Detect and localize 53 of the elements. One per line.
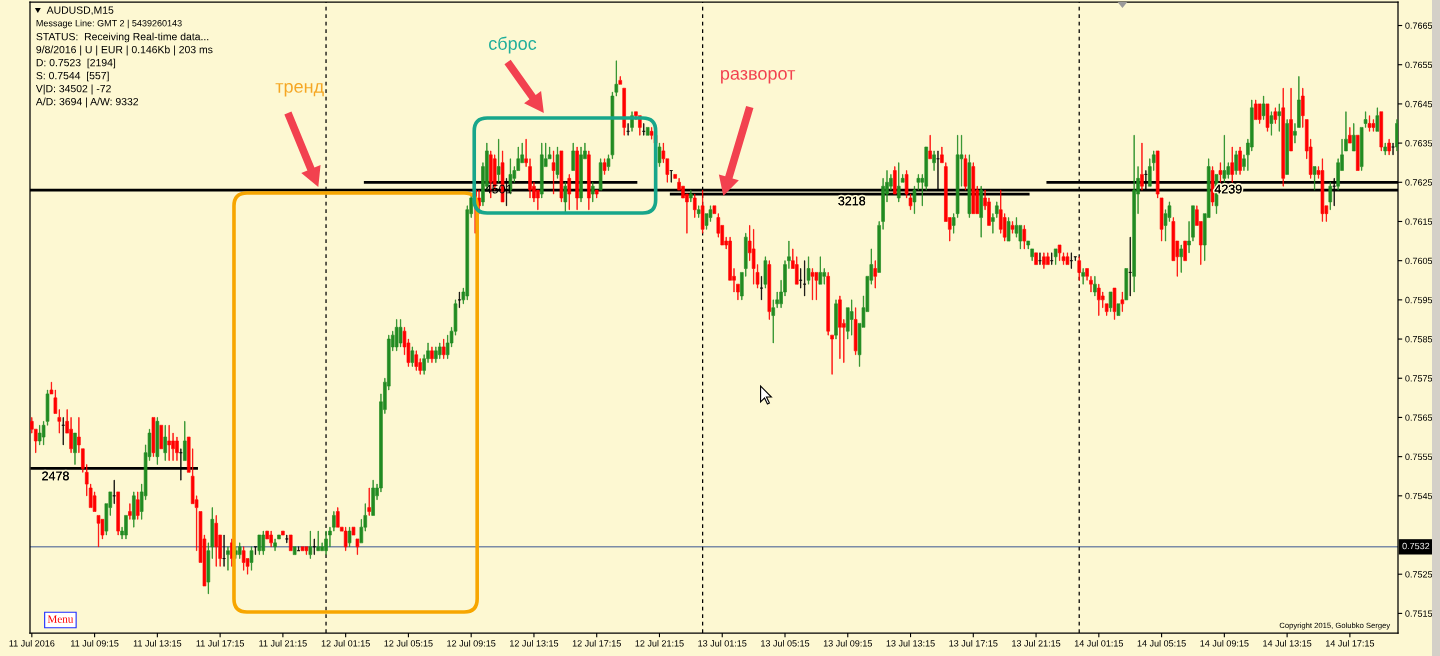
y-tick-label: 0.7545	[1405, 492, 1433, 500]
annotation: 2478	[42, 471, 69, 481]
annotation: 9/8/2016 | U | EUR | 0.146Kb | 203 ms	[36, 45, 213, 56]
annotation: S: 0.7544 [557]	[36, 71, 109, 82]
annotation: V|D: 34502 | -72	[35, 84, 111, 95]
x-tick-label: 12 Jul 01:15	[321, 639, 370, 647]
annotation: A/D: 3694 | A/W: 9332	[35, 97, 139, 108]
y-tick-label: 0.7605	[1405, 257, 1433, 265]
y-tick-label: 0.7645	[1405, 100, 1433, 108]
annotation: разворот	[721, 69, 796, 84]
ref-line-label: 0.7532	[1402, 542, 1430, 550]
x-tick-label: 13 Jul 13:15	[886, 639, 935, 647]
y-tick-label: 0.7665	[1405, 22, 1433, 29]
y-tick-label: 0.7575	[1405, 375, 1433, 382]
y-tick-label: 0.7525	[1405, 571, 1433, 578]
x-tick-label: 13 Jul 21:15	[1012, 639, 1061, 647]
x-tick-label: 12 Jul 21:15	[635, 639, 684, 647]
x-tick-label: 14 Jul 13:15	[1263, 639, 1312, 647]
x-tick-label: 11 Jul 09:15	[71, 639, 119, 647]
x-tick-label: 11 Jul 17:15	[196, 639, 245, 647]
chart-title: AUDUSD,M15	[46, 6, 114, 16]
annotation: 3218	[838, 196, 866, 206]
x-tick-label: 14 Jul 05:15	[1137, 639, 1186, 647]
x-tick-label: 12 Jul 05:15	[384, 639, 433, 647]
annotation: тренд	[275, 82, 324, 97]
x-tick-label: 14 Jul 01:15	[1074, 639, 1124, 647]
x-tick-label: 13 Jul 01:15	[698, 639, 747, 647]
x-tick-label: 14 Jul 17:15	[1325, 639, 1375, 647]
y-tick-label: 0.7565	[1405, 414, 1433, 421]
annotation: Message Line: GMT 2 | 5439260143	[36, 19, 182, 29]
y-tick-label: 0.7625	[1405, 179, 1433, 186]
annotation: STATUS: Receiving Real-time data...	[36, 32, 209, 43]
x-tick-label: 11 Jul 13:15	[133, 639, 182, 647]
x-tick-label: 13 Jul 09:15	[823, 639, 872, 647]
x-tick-label: 13 Jul 17:15	[949, 639, 998, 647]
x-tick-label: 11 Jul 2016	[9, 639, 55, 647]
y-tick-label: 0.7515	[1405, 610, 1433, 617]
x-tick-label: 12 Jul 09:15	[447, 639, 496, 647]
annotation: D: 0.7523 [2194]	[36, 58, 116, 69]
y-tick-label: 0.7585	[1405, 336, 1433, 343]
annotation: Menu	[47, 615, 74, 623]
x-tick-label: 11 Jul 21:15	[259, 639, 307, 647]
y-tick-label: 0.7555	[1405, 453, 1433, 460]
y-tick-label: 0.7615	[1405, 218, 1433, 225]
x-tick-label: 13 Jul 05:15	[761, 639, 810, 647]
annotation: сброс	[489, 36, 537, 54]
y-tick-label: 0.7635	[1405, 140, 1433, 147]
x-tick-label: 14 Jul 09:15	[1200, 639, 1249, 647]
x-tick-label: 12 Jul 17:15	[572, 639, 621, 647]
annotation: 4239	[1214, 184, 1242, 194]
x-tick-label: 12 Jul 13:15	[510, 639, 559, 647]
y-tick-label: 0.7655	[1405, 61, 1433, 69]
y-tick-label: 0.7595	[1405, 296, 1433, 304]
